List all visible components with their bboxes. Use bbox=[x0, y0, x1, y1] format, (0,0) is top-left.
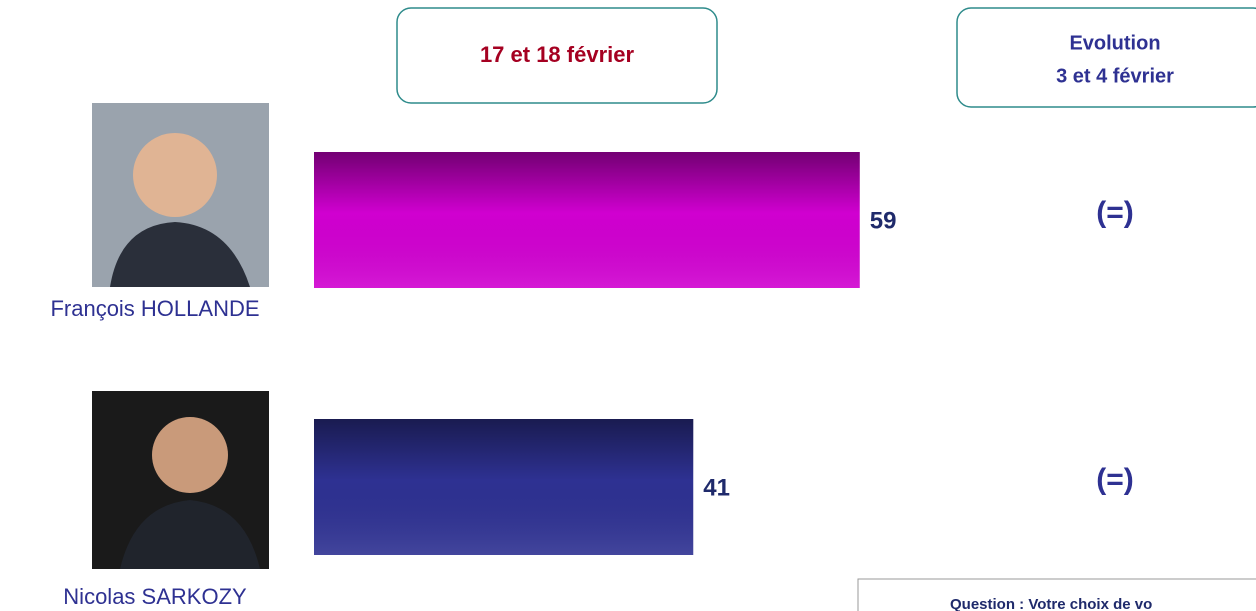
evolution-header-box bbox=[957, 8, 1256, 107]
chart: 17 et 18 février Evolution 3 et 4 févrie… bbox=[0, 0, 1256, 611]
category-label: François HOLLANDE bbox=[50, 296, 259, 321]
value-label: 59 bbox=[870, 207, 897, 234]
question: Question : Votre choix de vo bbox=[950, 596, 1152, 611]
evolution: (=) bbox=[1096, 463, 1134, 496]
category-label: Nicolas SARKOZY bbox=[63, 584, 247, 609]
evolution-header: Evolution bbox=[1069, 32, 1160, 54]
evolution-header: 3 et 4 février bbox=[1056, 65, 1174, 87]
header: 17 et 18 février bbox=[480, 42, 635, 67]
photo bbox=[92, 103, 269, 287]
photo bbox=[92, 391, 269, 569]
bar-shade bbox=[314, 152, 860, 288]
value-label: 41 bbox=[703, 474, 730, 501]
evolution: (=) bbox=[1096, 196, 1134, 229]
bar-shade bbox=[314, 419, 693, 555]
